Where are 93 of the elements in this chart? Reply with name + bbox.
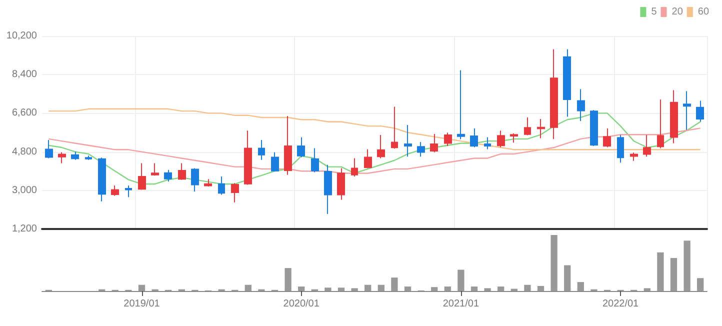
candlestick	[497, 130, 505, 148]
bar	[391, 278, 398, 291]
candlestick	[444, 132, 452, 146]
candlestick	[58, 152, 66, 164]
bar	[458, 270, 464, 291]
candlestick	[404, 124, 412, 158]
line-series	[48, 108, 701, 150]
candlestick	[98, 157, 106, 202]
candlestick	[550, 48, 558, 140]
y-tick-label: 1,200	[12, 224, 38, 234]
y-tick-label: 3,000	[12, 184, 38, 196]
candlestick	[630, 152, 638, 162]
candlestick	[590, 110, 598, 146]
x-tick-label: 2020/01	[283, 298, 320, 310]
bar	[564, 265, 571, 291]
bar	[338, 288, 345, 291]
candlestick	[138, 162, 146, 190]
candlestick	[670, 90, 678, 144]
bar	[524, 284, 531, 291]
x-tick-label: 2021/01	[442, 298, 480, 310]
candlestick	[524, 116, 531, 136]
x-tick-label: 2022/01	[602, 298, 640, 310]
candlestick	[111, 184, 119, 196]
bar	[444, 286, 451, 291]
candlestick	[377, 134, 385, 159]
candlestick	[537, 118, 545, 139]
bar	[284, 268, 292, 291]
bar	[550, 235, 558, 291]
bar	[670, 258, 678, 291]
candlestick	[351, 158, 358, 178]
candlestick	[430, 133, 438, 153]
candlestick	[457, 70, 465, 140]
candlestick	[191, 168, 199, 192]
candlestick	[311, 148, 319, 173]
bar	[244, 284, 252, 291]
legend-label: 5	[651, 6, 658, 18]
y-tick-label: 10,200	[6, 30, 38, 42]
candlestick	[151, 162, 159, 176]
bar	[498, 286, 504, 291]
legend-label: 20	[672, 6, 684, 18]
bar	[404, 286, 412, 291]
candlestick	[244, 130, 252, 186]
candlestick	[470, 128, 478, 148]
bar	[644, 288, 650, 291]
candlestick	[324, 164, 332, 215]
candlestick	[563, 48, 571, 118]
bar	[138, 284, 146, 291]
bar	[484, 288, 491, 291]
bar	[577, 282, 584, 291]
bar	[298, 286, 305, 291]
candlestick	[510, 132, 518, 144]
candlestick	[391, 106, 398, 150]
line-series	[48, 128, 701, 174]
candlestick	[258, 139, 265, 160]
candlestick	[45, 139, 53, 159]
candlestick	[297, 136, 305, 158]
bar	[324, 288, 332, 291]
candlestick	[683, 90, 691, 130]
candlestick	[71, 151, 79, 160]
candlestick	[657, 98, 664, 149]
bar	[364, 284, 372, 291]
bar	[657, 252, 664, 291]
candlestick	[125, 184, 132, 198]
candlestick	[696, 100, 704, 122]
candlestick	[603, 128, 611, 148]
candlestick	[617, 134, 624, 164]
bar	[351, 288, 358, 291]
bar	[470, 286, 478, 291]
candlestick	[271, 152, 279, 172]
y-tick-label: 4,800	[12, 146, 38, 158]
candlestick	[364, 148, 372, 169]
y-tick-label: 6,600	[12, 108, 38, 119]
candlestick	[218, 176, 225, 196]
bar	[697, 278, 704, 291]
bar	[537, 286, 544, 291]
y-tick-label: 8,400	[12, 69, 38, 80]
candlestick	[484, 136, 491, 150]
bar	[684, 240, 690, 291]
candlestick	[643, 134, 651, 158]
candlestick	[577, 88, 585, 122]
legend-label: 60	[698, 6, 710, 18]
bar	[431, 287, 438, 291]
candlestick	[337, 168, 345, 200]
candlestick	[204, 178, 212, 187]
candlestick	[178, 162, 186, 180]
candlestick	[284, 116, 292, 176]
bar	[378, 284, 384, 291]
candlestick	[231, 182, 239, 203]
candlestick	[417, 141, 425, 158]
candlestick	[85, 155, 92, 160]
x-tick-label: 2019/01	[124, 298, 160, 310]
candlestick	[164, 169, 172, 182]
line-series	[48, 112, 701, 185]
